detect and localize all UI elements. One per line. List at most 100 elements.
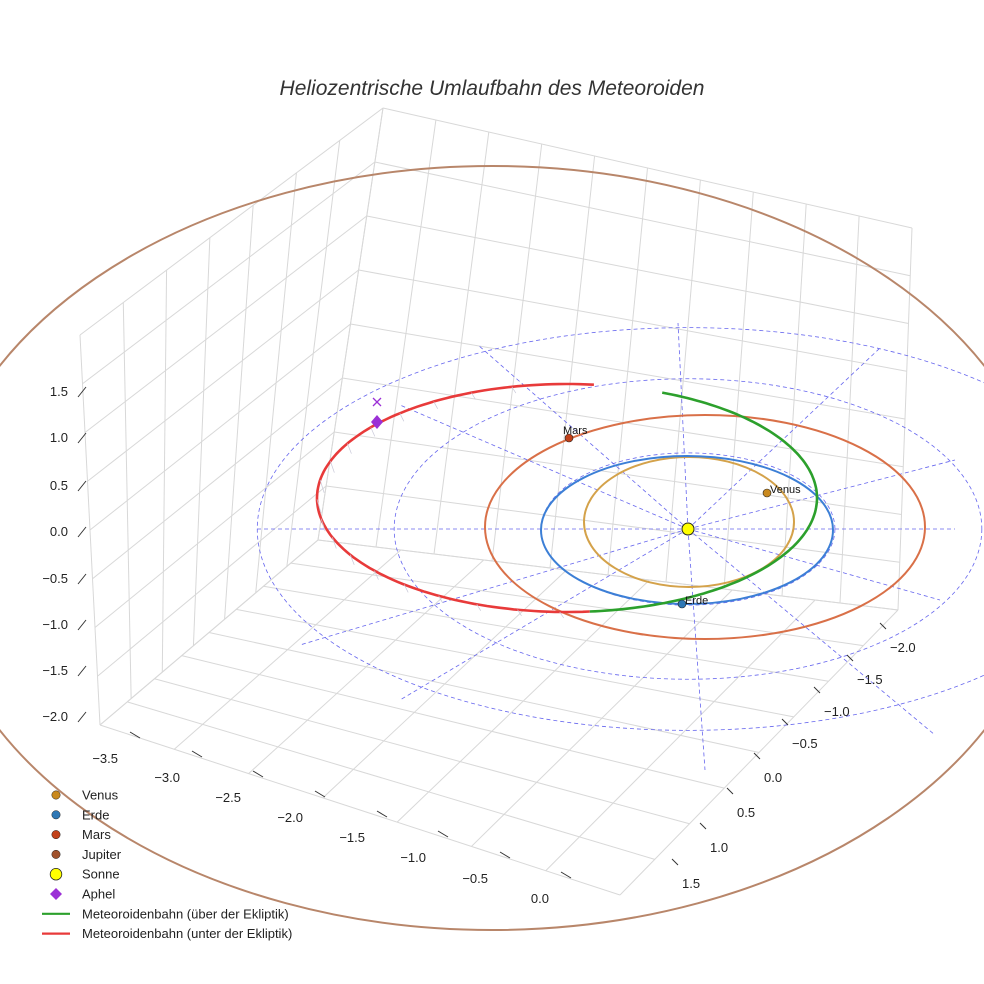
z-tick-label: 0.0	[50, 524, 68, 539]
grid-line	[382, 107, 913, 229]
jupiter-orbit-layer	[0, 165, 984, 931]
z-tick	[77, 665, 87, 677]
polar-grid-spoke	[687, 528, 706, 771]
x-tick-label: −2.5	[215, 790, 241, 805]
grid-line	[99, 724, 621, 896]
drop-line	[517, 609, 522, 617]
drop-line	[559, 611, 564, 619]
legend-label: Erde	[82, 807, 109, 822]
ecliptic-polar-grid	[255, 322, 984, 771]
x-tick	[129, 731, 141, 739]
y-tick	[726, 787, 734, 795]
legend-label: Meteoroidenbahn (über der Ekliptik)	[82, 906, 289, 921]
polar-grid-spoke	[687, 528, 936, 736]
z-axis-ticks: 1.5 1.0 0.5 0.0 −0.5 −1.0 −1.5 −2.0	[42, 384, 87, 724]
grid-line	[161, 270, 168, 673]
y-tick	[813, 686, 821, 694]
y-axis-ticks: −2.0 −1.5 −1.0 −0.5 0.0 0.5 1.0 1.5	[671, 622, 916, 891]
x-tick-label: −3.0	[154, 770, 180, 785]
polar-grid-spoke	[687, 347, 881, 530]
x-tick-label: 0.0	[531, 891, 549, 906]
legend-label: Venus	[82, 788, 119, 803]
y-tick	[879, 622, 887, 630]
polar-grid-spoke	[299, 528, 689, 646]
planet-label-mars: Mars	[563, 425, 588, 437]
pane-grid	[79, 107, 913, 896]
planet-orbits	[484, 414, 926, 640]
legend-marker-mars	[51, 830, 61, 840]
grid-line	[286, 140, 341, 567]
y-tick	[846, 654, 854, 662]
drop-line	[433, 401, 439, 409]
x-tick-label: −1.0	[400, 850, 426, 865]
grid-line	[82, 161, 376, 385]
planet-label-erde: Erde	[685, 595, 708, 607]
orbit-mars	[484, 414, 926, 640]
z-tick-label: −1.0	[42, 617, 68, 632]
drop-line	[374, 570, 379, 580]
chart-title: Heliozentrische Umlaufbahn des Meteoroid…	[280, 77, 705, 100]
legend-marker-jupiter	[51, 849, 61, 859]
x-tick-label: −0.5	[462, 871, 488, 886]
y-tick-label: −1.5	[857, 672, 883, 687]
planet-label-venus: Venus	[770, 484, 801, 496]
aphelion-projection-marker	[372, 397, 382, 407]
z-tick-label: 1.0	[50, 430, 68, 445]
x-tick	[191, 750, 203, 758]
grid-line	[350, 323, 906, 420]
grid-line	[84, 215, 368, 433]
orbit-jupiter	[0, 165, 984, 931]
polar-grid-ring	[393, 378, 983, 680]
drop-line	[331, 537, 337, 549]
legend-marker-venus	[51, 790, 61, 800]
grid-line	[366, 215, 909, 324]
grid-line	[255, 172, 297, 593]
drop-line	[316, 499, 322, 514]
y-tick	[699, 822, 707, 830]
z-tick	[77, 386, 87, 398]
grid-line	[89, 323, 351, 531]
orbit-venus	[583, 456, 795, 588]
grid-line	[224, 205, 254, 620]
x-axis-ticks: −3.5 −3.0 −2.5 −2.0 −1.5 −1.0 −0.5 0.0	[92, 731, 572, 906]
grid-line	[181, 655, 725, 789]
meteoroid-orbit-above	[589, 391, 819, 613]
legend-label: Jupiter	[82, 847, 122, 862]
legend-marker-sonne	[49, 868, 63, 881]
polar-grid-spoke	[677, 322, 689, 530]
z-tick	[77, 711, 87, 723]
planet-erde	[677, 599, 687, 609]
legend-label: Sonne	[82, 867, 120, 882]
grid-line	[236, 608, 794, 718]
drop-line	[319, 479, 325, 493]
polar-grid-spoke	[477, 344, 689, 530]
grid-line	[79, 107, 384, 336]
z-tick	[77, 619, 87, 631]
orbit-erde	[540, 455, 834, 605]
legend-marker-aphel	[50, 888, 62, 900]
grid-line	[263, 585, 829, 682]
grid-line	[326, 485, 900, 563]
planet-venus	[762, 488, 772, 498]
legend: Venus Erde Mars Jupiter Sonne Aphel Meteoroide…	[42, 788, 292, 941]
z-tick	[77, 432, 87, 444]
axis-panes	[79, 107, 913, 896]
z-tick-label: −0.5	[42, 571, 68, 586]
grid-line	[317, 107, 384, 541]
polar-grid-spoke	[399, 404, 689, 530]
y-tick-label: −1.0	[824, 704, 850, 719]
drop-line	[347, 443, 352, 454]
z-tick-label: −1.5	[42, 663, 68, 678]
drop-line	[438, 595, 443, 604]
polar-grid-spoke	[687, 459, 956, 530]
drop-line	[330, 461, 335, 473]
legend-label: Aphel	[82, 887, 115, 902]
z-tick	[77, 526, 87, 538]
grid-line	[192, 237, 211, 646]
y-tick	[671, 858, 679, 866]
z-tick-label: −2.0	[42, 709, 68, 724]
y-tick-label: −0.5	[792, 736, 818, 751]
aphelion-marker	[371, 415, 383, 429]
drop-line	[403, 584, 409, 593]
